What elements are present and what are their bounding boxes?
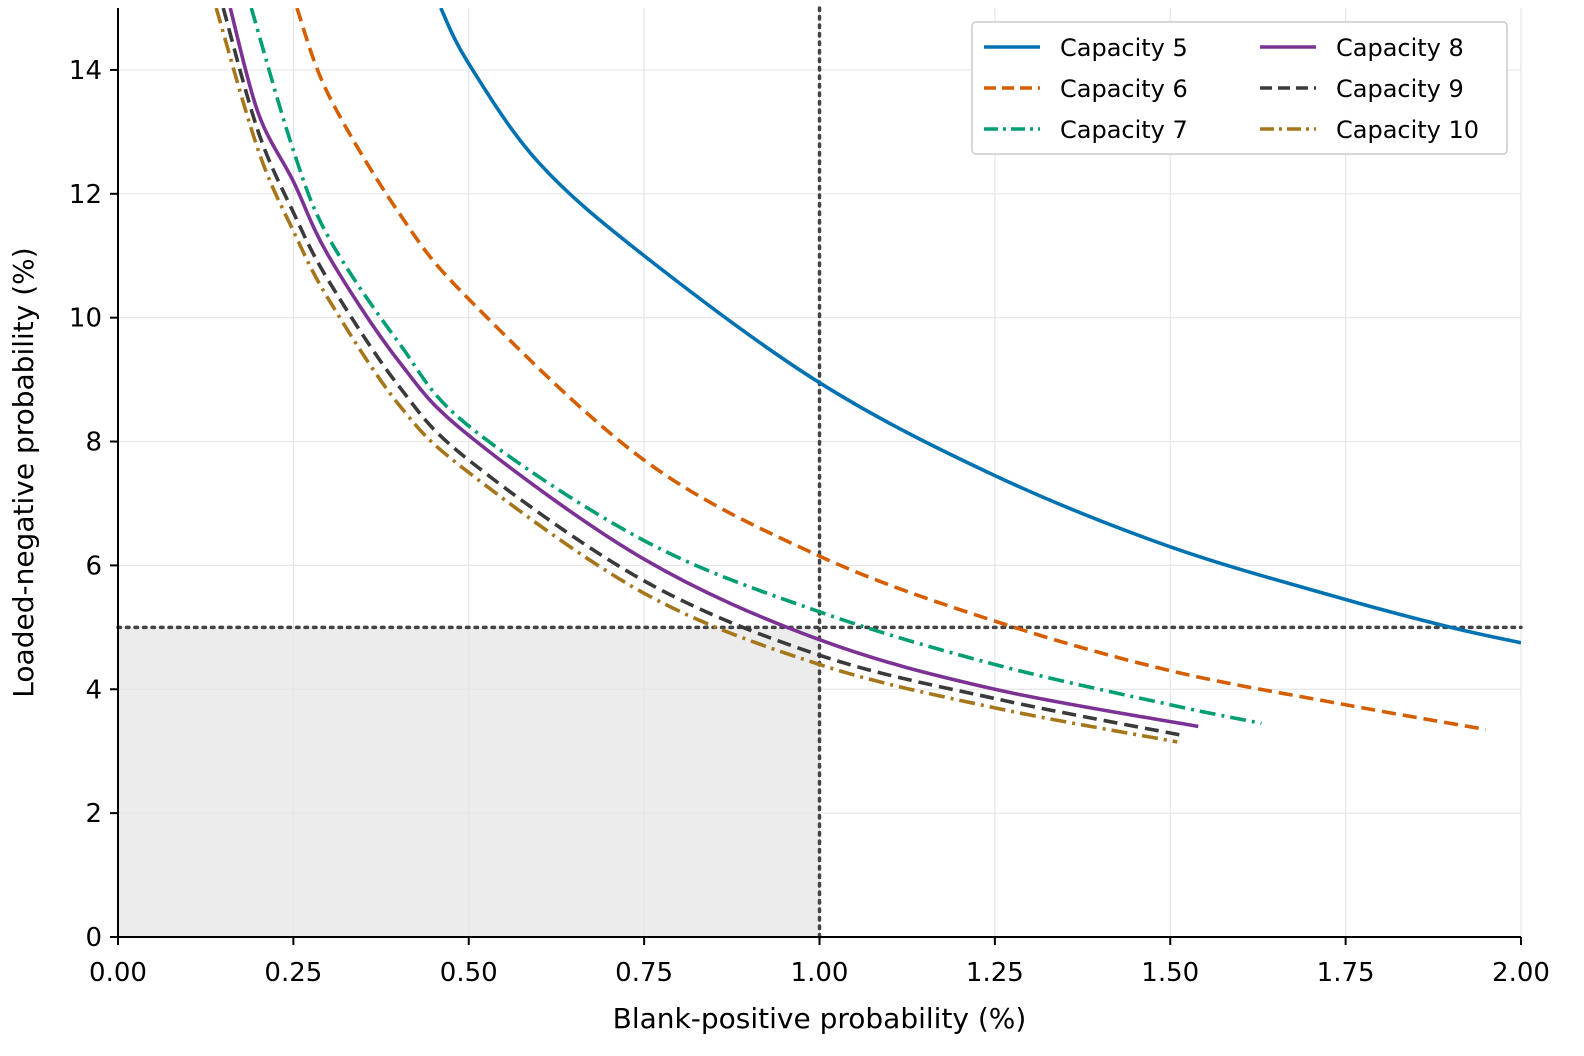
series-line-2: [295, 8, 1487, 732]
y-tick-label: 0: [85, 923, 102, 953]
x-tick-label: 1.25: [966, 958, 1024, 988]
legend-label: Capacity 5: [1060, 34, 1188, 62]
y-tick-label: 12: [69, 180, 102, 210]
x-tick-label: 0.50: [440, 958, 498, 988]
legend-label: Capacity 10: [1336, 116, 1479, 144]
y-tick-label: 10: [69, 304, 102, 334]
legend-label: Capacity 7: [1060, 116, 1188, 144]
x-tick-label: 0.75: [615, 958, 673, 988]
x-tick-label: 1.75: [1317, 958, 1375, 988]
reference-lines-layer: [116, 6, 1523, 939]
y-tick-label: 8: [85, 428, 102, 458]
y-tick-label: 6: [85, 551, 102, 581]
x-tick-label: 0.00: [89, 958, 147, 988]
x-tick-label: 0.25: [264, 958, 322, 988]
series-line-6: [214, 8, 1178, 744]
series-layer: [214, 8, 1521, 744]
legend-label: Capacity 9: [1336, 75, 1464, 103]
series-line-1: [439, 8, 1521, 645]
x-axis-label: Blank-positive probability (%): [613, 1002, 1027, 1035]
y-axis-label: Loaded-negative probability (%): [7, 247, 40, 697]
x-tick-label: 1.50: [1141, 958, 1199, 988]
y-tick-label: 4: [85, 675, 102, 705]
legend-label: Capacity 8: [1336, 34, 1464, 62]
x-tick-label: 2.00: [1492, 958, 1550, 988]
ticks-layer: 0.00 0.25 0.50 0.75 1.00 1.25 1.50 1.75 2.00 0 2 4 6…: [69, 56, 1550, 988]
legend-label: Capacity 6: [1060, 75, 1188, 103]
series-line-4: [228, 8, 1199, 729]
y-tick-label: 14: [69, 56, 102, 86]
legend-box: [971, 21, 1508, 155]
series-line-3: [249, 8, 1262, 726]
legend: Capacity 5 Capacity 6 Capacity 7 Capacity 8…: [971, 21, 1508, 155]
x-tick-label: 1.00: [791, 958, 849, 988]
y-tick-label: 2: [85, 799, 102, 829]
